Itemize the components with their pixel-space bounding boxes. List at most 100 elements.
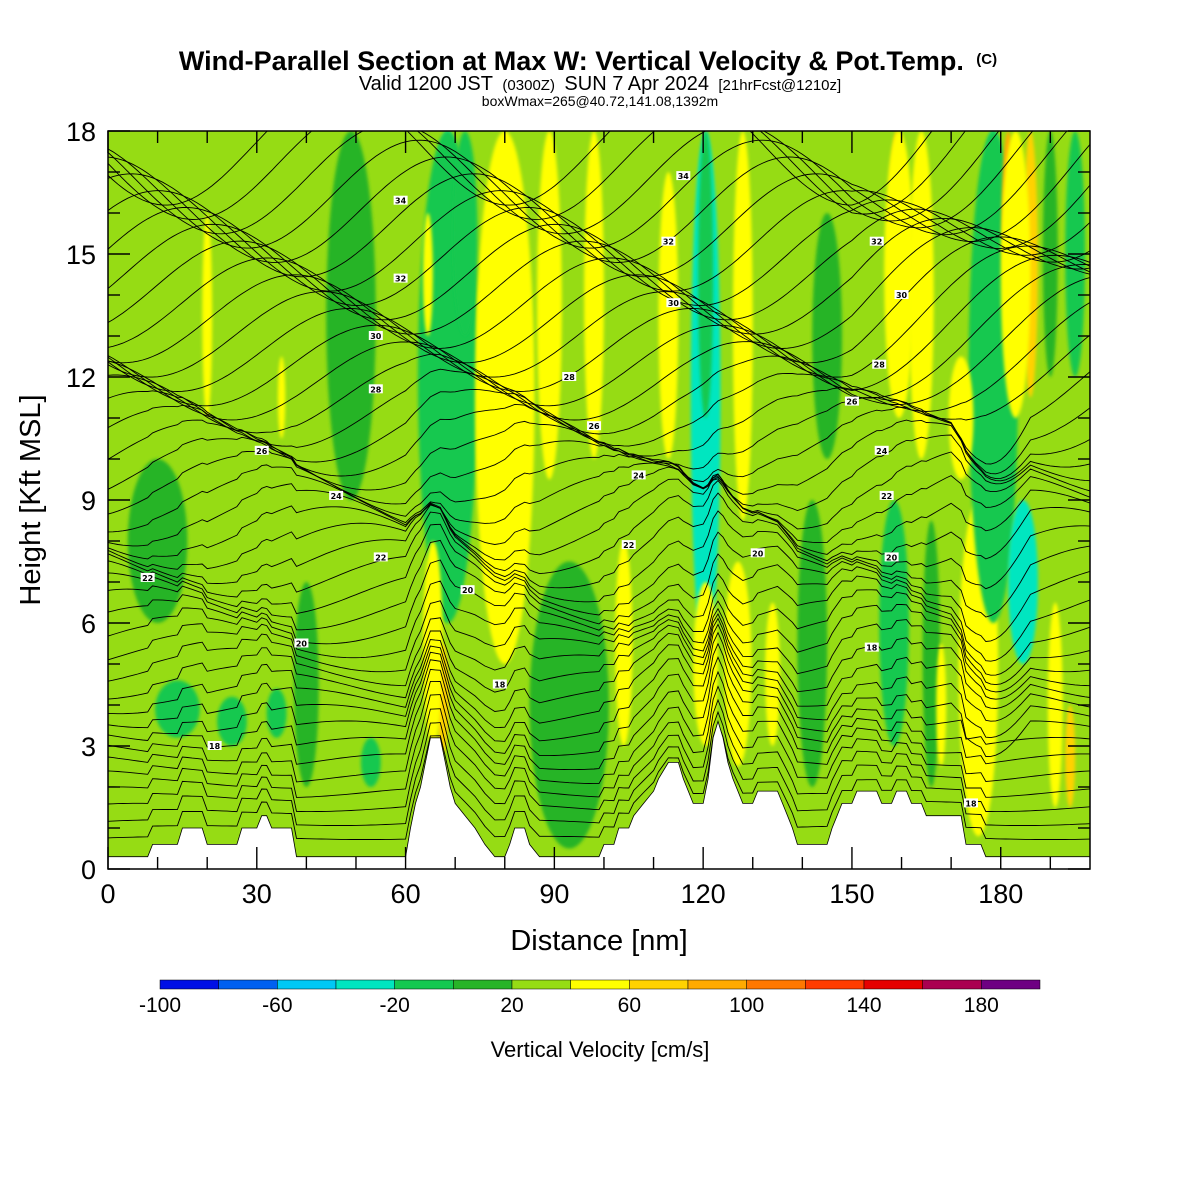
colorbar-segment xyxy=(277,979,337,990)
contour-label: 22 xyxy=(881,492,892,501)
contour-label: 24 xyxy=(876,447,888,456)
velocity-cell xyxy=(277,356,286,439)
contour-label-bg xyxy=(874,445,889,455)
colorbar-segment xyxy=(863,979,923,990)
velocity-cell xyxy=(1008,500,1038,664)
contour-label-bg xyxy=(207,741,222,750)
vertical-velocity-field xyxy=(127,131,1086,849)
contour-label: 24 xyxy=(331,492,343,501)
velocity-cell xyxy=(879,500,909,746)
contour-label: 26 xyxy=(588,422,600,431)
y-tick-label: 3 xyxy=(81,732,96,762)
x-tick-label: 60 xyxy=(391,879,421,909)
contour-label-bg xyxy=(621,540,636,550)
contour-label-bg xyxy=(631,470,646,480)
potential-temperature-contours xyxy=(108,131,1090,840)
chart-title-main: Wind-Parallel Section at Max W: Vertical… xyxy=(179,46,964,76)
contour-label-bg xyxy=(368,384,383,394)
y-tick-label: 12 xyxy=(66,363,96,393)
colorbar-tick-label: -20 xyxy=(379,994,409,1017)
theta-contour xyxy=(108,685,1090,798)
velocity-cell xyxy=(217,696,247,747)
colorbar-segment xyxy=(453,979,513,990)
theta-contour xyxy=(108,334,1090,448)
theta-contour xyxy=(108,698,1090,813)
theta-contour xyxy=(108,264,1090,407)
velocity-cell xyxy=(452,131,478,336)
velocity-cell xyxy=(922,520,940,787)
colorbar-segment xyxy=(629,979,689,990)
colorbar-segment xyxy=(687,979,747,990)
contour-label: 20 xyxy=(462,586,474,595)
velocity-cell xyxy=(732,131,753,521)
colorbar-tick-label: 20 xyxy=(500,994,523,1017)
theta-contour xyxy=(108,479,1090,575)
theta-contour xyxy=(108,523,1090,642)
theta-contour xyxy=(108,721,1090,840)
contour-label-bg xyxy=(460,585,475,595)
colorbar-tick-labels: -100 -60 -20 20 60 100 140 180 xyxy=(139,994,999,1017)
contour-label: 26 xyxy=(256,447,268,456)
velocity-cell xyxy=(155,680,200,738)
valid-time-line: Valid 1200 JST (0300Z) SUN 7 Apr 2024 [2… xyxy=(359,73,841,95)
box-wmax-info: boxWmax=265@40.72,141.08,1392m xyxy=(482,93,718,109)
y-tick-label: 0 xyxy=(81,855,96,885)
contour-label: 28 xyxy=(874,361,886,370)
velocity-cell xyxy=(948,356,974,480)
contour-label: 28 xyxy=(370,385,382,394)
contour-label-bg xyxy=(393,195,408,205)
theta-contour xyxy=(108,451,1090,533)
colorbar-segment xyxy=(805,979,865,990)
contour-label: 18 xyxy=(494,681,506,690)
contour-label: 30 xyxy=(668,299,680,308)
contour-label-bg xyxy=(844,396,859,406)
contour-labels: 34 34 32 32 32 30 30 30 28 28 28 26 26 26 24 24 24 22 22 22… xyxy=(140,171,978,808)
contour-label: 32 xyxy=(395,275,406,284)
colorbar-tick-label: 140 xyxy=(846,994,881,1017)
contour-label: 20 xyxy=(296,640,308,649)
theta-contour xyxy=(108,631,1090,757)
terrain-mask xyxy=(108,720,1090,869)
velocity-cell xyxy=(127,459,188,623)
contour-label: 22 xyxy=(375,553,386,562)
contour-label-bg xyxy=(294,638,309,648)
contour-label: 24 xyxy=(633,471,645,480)
contour-label: 32 xyxy=(871,238,882,247)
colorbar-segment xyxy=(922,979,982,990)
contour-label-bg xyxy=(562,372,577,381)
colorbar-tick-label: 60 xyxy=(618,994,641,1017)
theta-contour xyxy=(108,617,1090,722)
velocity-cell xyxy=(1000,131,1031,418)
theta-contour xyxy=(108,600,1090,693)
theta-contour xyxy=(108,607,1090,700)
theta-contour xyxy=(108,131,966,220)
velocity-cell xyxy=(326,131,376,500)
contour-label: 28 xyxy=(564,373,576,382)
colorbar-tick-label: -100 xyxy=(139,994,181,1017)
terrain-profile xyxy=(108,720,1090,869)
y-tick-label: 18 xyxy=(66,117,96,147)
theta-contour xyxy=(108,227,1090,349)
theta-contour xyxy=(108,492,1090,590)
contour-label: 20 xyxy=(886,553,898,562)
y-tick-label: 9 xyxy=(81,486,96,516)
y-axis-title: Height [Kft MSL] xyxy=(15,394,47,605)
velocity-cell xyxy=(293,582,319,787)
contour-label-bg xyxy=(393,273,408,283)
contour-label-bg xyxy=(373,552,388,562)
contour-label-bg xyxy=(587,421,602,431)
theta-contour xyxy=(108,302,1090,435)
contour-label: 30 xyxy=(896,291,908,300)
x-tick-label: 90 xyxy=(539,879,569,909)
theta-contour xyxy=(108,623,1090,739)
colorbar-segment xyxy=(511,979,571,990)
contour-label-bg xyxy=(869,236,884,246)
velocity-cell xyxy=(698,131,714,418)
theta-contour xyxy=(108,419,1090,505)
contour-label-bg xyxy=(676,171,691,181)
contour-label: 34 xyxy=(678,172,690,181)
theta-contour xyxy=(108,131,933,206)
contour-label: 30 xyxy=(370,332,382,341)
theta-contour xyxy=(108,254,1090,392)
velocity-cell xyxy=(1065,705,1076,808)
